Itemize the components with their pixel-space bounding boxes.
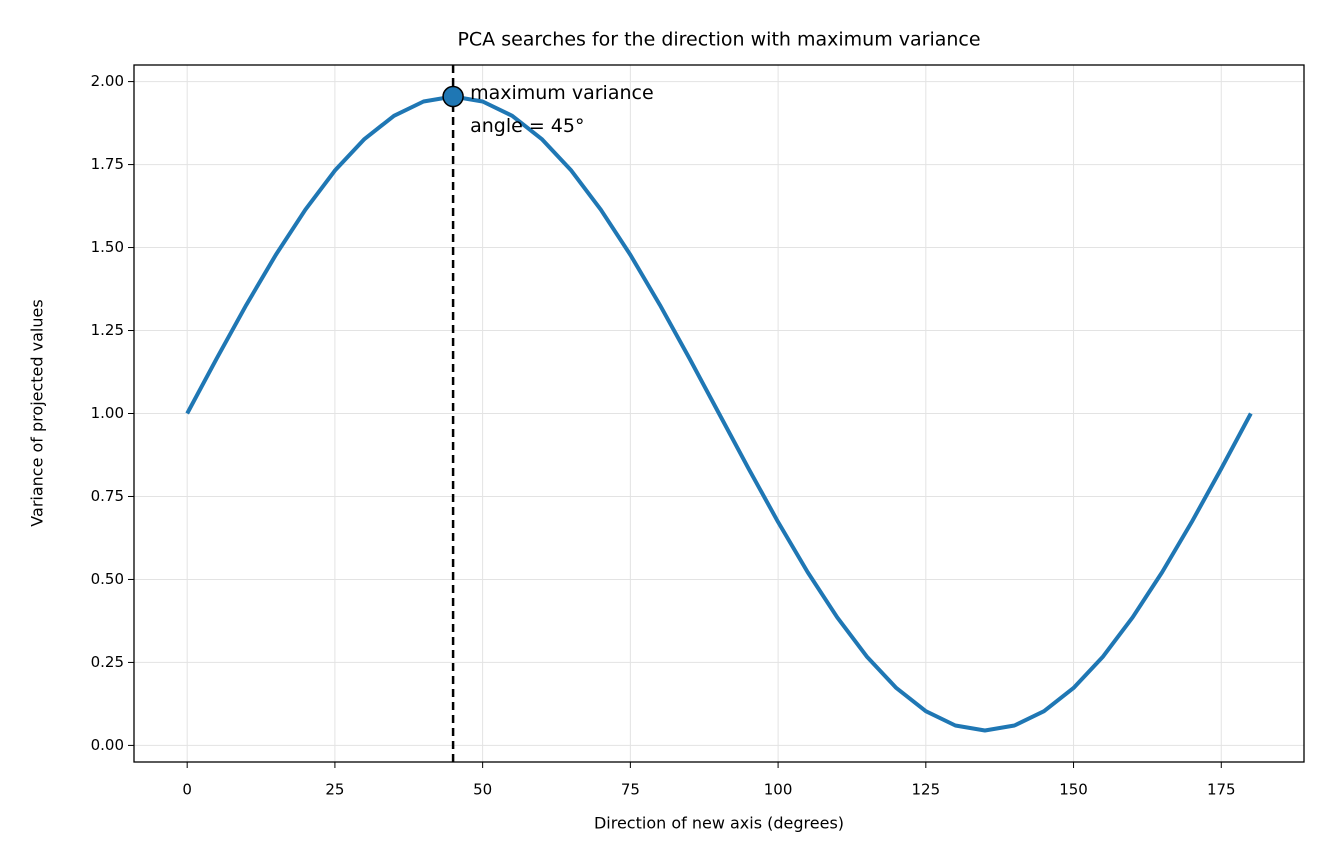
annotation: angle = 45° [470, 115, 584, 137]
y-tick-label: 0.25 [91, 653, 124, 671]
y-tick-label: 1.00 [91, 404, 124, 422]
x-tick-label: 125 [911, 781, 940, 799]
chart-title: PCA searches for the direction with maxi… [457, 29, 980, 51]
x-axis-label: Direction of new axis (degrees) [594, 814, 844, 833]
y-tick-label: 1.25 [91, 321, 124, 339]
x-tick-label: 75 [621, 781, 640, 799]
x-tick-label: 0 [182, 781, 192, 799]
max-point [442, 85, 464, 108]
y-axis-label: Variance of projected values [28, 299, 47, 526]
y-tick-label: 0.75 [91, 487, 124, 505]
line-series [185, 94, 1253, 733]
annotation: maximum variance [470, 82, 654, 104]
y-tick-label: 0.00 [91, 736, 124, 754]
x-tick-label: 100 [764, 781, 793, 799]
x-tick-label: 25 [325, 781, 344, 799]
x-tick-label: 50 [473, 781, 492, 799]
x-tick-label: 175 [1207, 781, 1236, 799]
x-tick-label: 150 [1059, 781, 1088, 799]
plot-frame [133, 64, 1305, 763]
y-tick-label: 0.50 [91, 570, 124, 588]
y-tick-label: 2.00 [91, 72, 124, 90]
y-tick-label: 1.75 [91, 155, 124, 173]
y-tick-label: 1.50 [91, 238, 124, 256]
